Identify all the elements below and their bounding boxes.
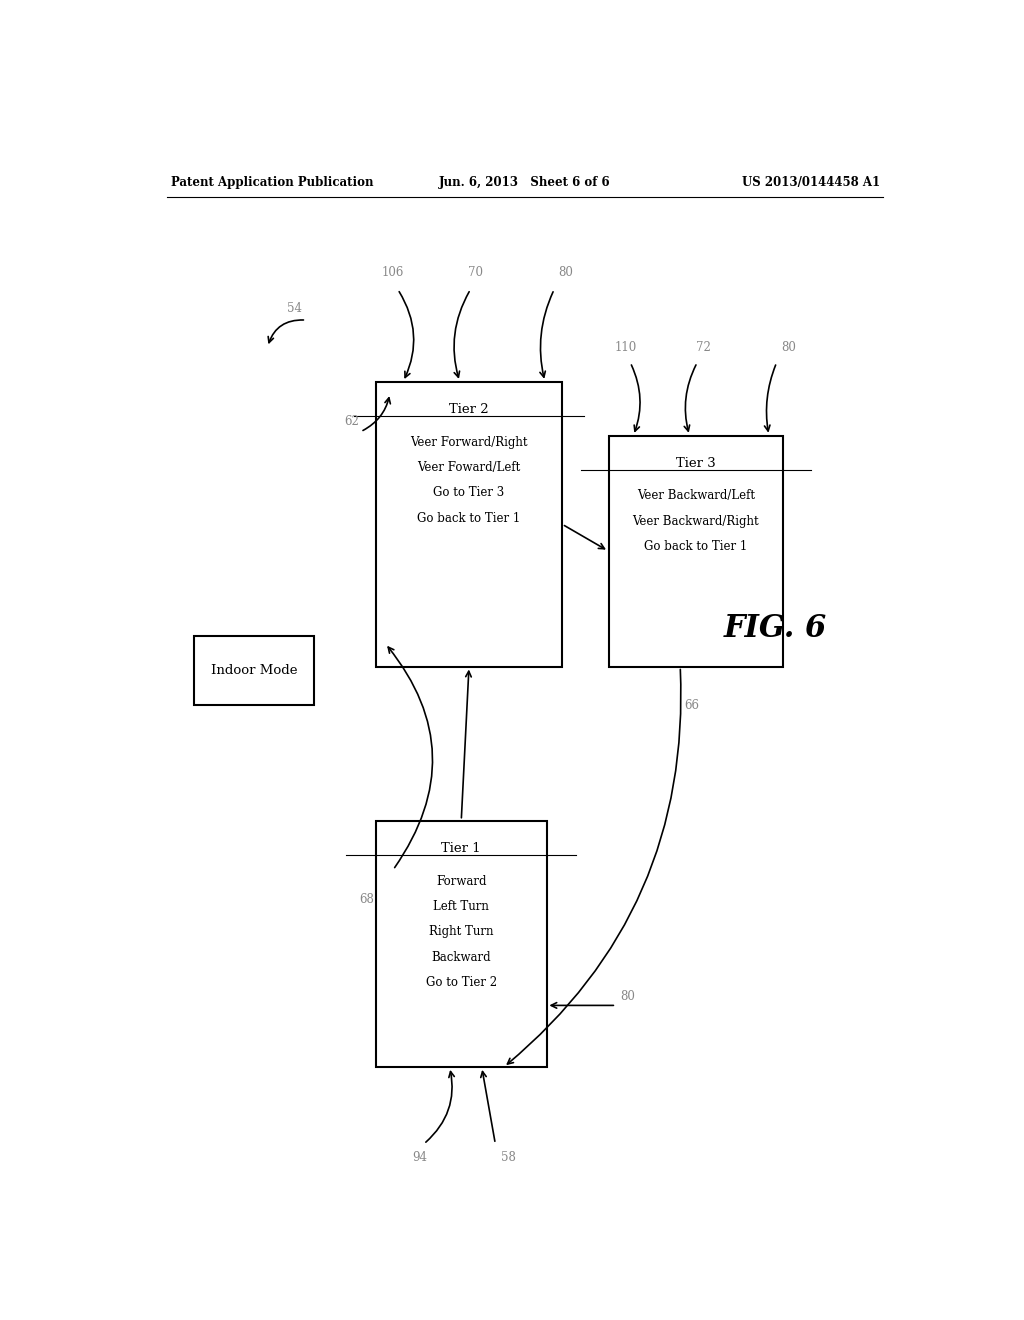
Text: 80: 80 (621, 990, 635, 1003)
Text: 72: 72 (696, 341, 711, 354)
Text: Backward: Backward (431, 950, 492, 964)
Text: Veer Foward/Left: Veer Foward/Left (418, 461, 520, 474)
Text: Forward: Forward (436, 875, 486, 887)
Text: 110: 110 (614, 341, 637, 354)
Text: Tier 1: Tier 1 (441, 842, 481, 855)
Text: Veer Backward/Left: Veer Backward/Left (637, 490, 755, 503)
Text: US 2013/0144458 A1: US 2013/0144458 A1 (741, 176, 880, 189)
Text: 80: 80 (558, 265, 573, 279)
Text: Indoor Mode: Indoor Mode (211, 664, 297, 677)
Text: Veer Backward/Right: Veer Backward/Right (633, 515, 759, 528)
Text: Tier 3: Tier 3 (676, 457, 716, 470)
Text: Go to Tier 2: Go to Tier 2 (426, 977, 497, 989)
Text: 80: 80 (781, 341, 797, 354)
Bar (376, 381, 562, 667)
Text: Go back to Tier 1: Go back to Tier 1 (418, 512, 520, 525)
Text: 68: 68 (359, 892, 374, 906)
Text: 54: 54 (287, 302, 302, 315)
Text: 94: 94 (413, 1151, 427, 1164)
Text: 70: 70 (468, 265, 482, 279)
Bar (194, 636, 314, 705)
Text: Jun. 6, 2013   Sheet 6 of 6: Jun. 6, 2013 Sheet 6 of 6 (439, 176, 610, 189)
Text: Tier 2: Tier 2 (450, 404, 488, 416)
Text: Veer Forward/Right: Veer Forward/Right (411, 436, 527, 449)
Text: Go to Tier 3: Go to Tier 3 (433, 487, 505, 499)
Text: Left Turn: Left Turn (433, 900, 489, 913)
Text: Patent Application Publication: Patent Application Publication (171, 176, 373, 189)
Bar (376, 821, 547, 1067)
Text: Right Turn: Right Turn (429, 925, 494, 939)
Text: 58: 58 (501, 1151, 515, 1164)
Text: Go back to Tier 1: Go back to Tier 1 (644, 540, 748, 553)
Text: 106: 106 (382, 265, 404, 279)
Text: 62: 62 (344, 416, 358, 428)
Text: FIG. 6: FIG. 6 (724, 612, 826, 644)
Bar (608, 436, 783, 667)
Text: 66: 66 (684, 698, 699, 711)
